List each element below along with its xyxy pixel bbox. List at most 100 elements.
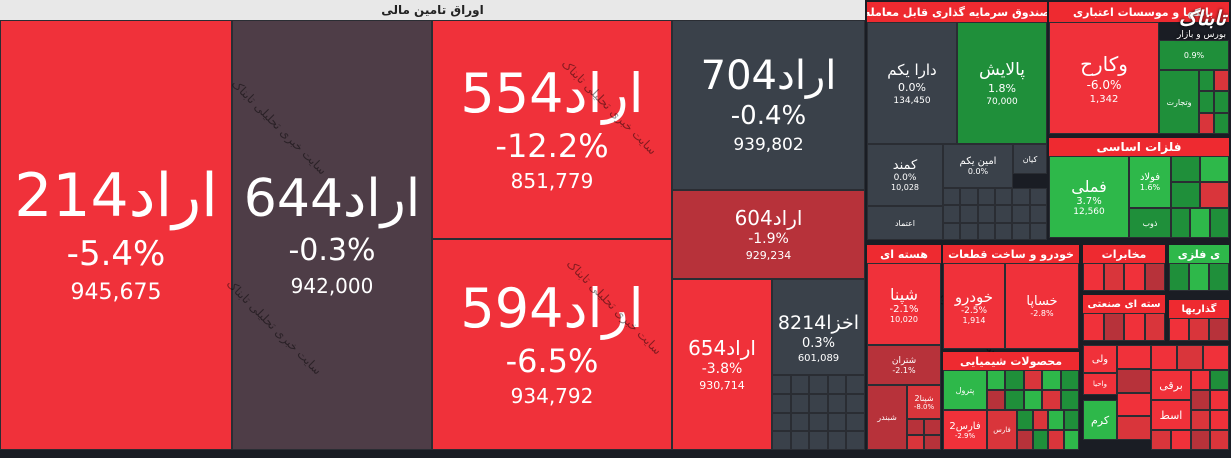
tile-vahya[interactable]: واحیا <box>1083 373 1117 395</box>
sector-header-bank[interactable]: بانکها و موسسات اعتباری <box>1049 2 1229 22</box>
chem-small-tiles <box>987 370 1079 410</box>
tile-arad704[interactable]: اراد704 -0.4% 939,802 <box>672 20 865 190</box>
tile-name: اراد704 <box>700 53 837 99</box>
tile-petrol[interactable]: پترول <box>943 370 987 410</box>
telecom-small-tiles <box>1083 263 1165 291</box>
tile-value: 934,792 <box>510 383 594 408</box>
tile-percent: -6.5% <box>505 341 599 380</box>
tile-fameli[interactable]: فملی 3.7% 12,560 <box>1049 156 1129 238</box>
bottom-small-tiles-4 <box>1151 430 1191 450</box>
tile-fars2[interactable]: فارس2 -2.9% <box>943 410 987 450</box>
tile-value: 851,779 <box>510 168 594 193</box>
tile-vtejarat[interactable]: وتجارت <box>1159 70 1199 134</box>
tile-name: شتران <box>891 355 917 366</box>
tile-percent: -12.2% <box>495 126 609 165</box>
tile-name: اراد554 <box>460 62 644 126</box>
tile-percent: -0.4% <box>730 101 807 131</box>
tile-value: 939,802 <box>733 135 804 155</box>
bottom-small-tiles-2 <box>1151 345 1229 370</box>
tile-name: امین یکم <box>959 156 997 167</box>
tile-percent: 0.0% <box>893 173 917 183</box>
tile-name: شبندر <box>877 413 897 422</box>
tile-kamand[interactable]: کمند 0.0% 10,028 <box>867 144 943 206</box>
tile-name: اخزا8214 <box>777 312 860 334</box>
tile-value: 1,342 <box>1089 93 1119 105</box>
tile-percent: -0.3% <box>288 232 376 268</box>
tile-amin-yekom[interactable]: امین یکم 0.0% <box>943 144 1013 188</box>
tile-value: 601,089 <box>797 352 840 364</box>
tile-bank-small[interactable]: 0.9% <box>1159 40 1229 70</box>
tile-foolad[interactable]: فولاد 1.6% <box>1129 156 1171 208</box>
tile-percent: -2.1% <box>892 365 916 375</box>
site-logo: تابناک بورس و بازار <box>1146 6 1226 52</box>
tile-name: فارس <box>993 426 1011 434</box>
tile-palayesh[interactable]: پالایش 1.8% 70,000 <box>957 22 1047 144</box>
tile-name: وتجارت <box>1166 97 1192 107</box>
sector-header-multi[interactable]: سته ای صنعتی <box>1083 295 1165 313</box>
tile-asat[interactable]: اسط <box>1151 400 1191 430</box>
tile-percent: 1.6% <box>1139 183 1161 192</box>
tile-vali[interactable]: ولی <box>1083 345 1117 373</box>
tile-name: فملی <box>1071 177 1107 196</box>
tile-percent: 1.8% <box>988 81 1016 95</box>
chem-small-tiles-2 <box>1017 410 1079 450</box>
metal-small-tiles-2 <box>1171 208 1229 238</box>
tile-name: اراد644 <box>243 169 421 230</box>
sector-header-chem[interactable]: محصولات شیمیایی <box>943 352 1079 370</box>
tile-arad644[interactable]: اراد644 -0.3% 942,000 <box>232 20 432 450</box>
sector-header-invest[interactable]: گذاریها <box>1169 300 1229 318</box>
tile-shetran[interactable]: شتران -2.1% <box>867 345 941 385</box>
tile-name: اسط <box>1159 408 1183 422</box>
tile-percent: 0.9% <box>1183 50 1205 60</box>
tile-shbandar[interactable]: شبندر <box>867 385 907 450</box>
tile-name: شپنا2 <box>914 393 934 403</box>
tile-shepna[interactable]: شپنا -2.1% 10,020 <box>867 263 941 345</box>
sector-header-auto[interactable]: خودرو و ساخت قطعات <box>943 245 1079 263</box>
tile-name: کیان <box>1022 154 1038 164</box>
tile-percent: -6.0% <box>1086 77 1122 92</box>
tile-value: 12,560 <box>1073 207 1105 217</box>
tile-akhza8214[interactable]: اخزا8214 0.3% 601,089 <box>772 279 865 375</box>
tile-name: اعتماد <box>894 218 916 228</box>
multi-small-tiles <box>1083 313 1165 341</box>
sector-header-telecom[interactable]: مخابرات <box>1083 245 1165 263</box>
tile-arad594[interactable]: اراد594 -6.5% 934,792 <box>432 239 672 450</box>
nuclear-small-tiles <box>907 419 941 450</box>
sector-header-nuclear[interactable]: هسته ای <box>867 245 941 263</box>
tile-value: 134,450 <box>893 95 931 106</box>
tile-etemad[interactable]: اعتماد <box>867 206 943 240</box>
tile-name: اراد604 <box>734 205 803 230</box>
tile-karam[interactable]: کرم <box>1083 400 1117 440</box>
tile-fars[interactable]: فارس <box>987 410 1017 450</box>
tile-arad604[interactable]: اراد604 -1.9% 929,234 <box>672 190 865 279</box>
tile-name: فولاد <box>1139 172 1161 183</box>
tile-value: 945,675 <box>70 280 162 305</box>
tile-percent: -5.4% <box>66 234 166 274</box>
sector-header-main[interactable]: اوراق تامین مالی <box>0 0 865 20</box>
tile-percent: -2.9% <box>954 431 976 440</box>
tile-shepna2[interactable]: شپنا2 -8.0% <box>907 385 941 419</box>
tile-percent: -2.5% <box>960 305 988 316</box>
tile-arad554[interactable]: اراد554 -12.2% 851,779 <box>432 20 672 239</box>
tile-zob[interactable]: ذوب <box>1129 208 1171 238</box>
tile-value: 70,000 <box>986 96 1018 107</box>
tile-khodro[interactable]: خودرو -2.5% 1,914 <box>943 263 1005 349</box>
small-tiles-mosaic <box>772 375 865 450</box>
tile-dara-yekom[interactable]: دارا یکم 0.0% 134,450 <box>867 22 957 144</box>
tile-name: اراد654 <box>688 335 756 360</box>
tile-arad214[interactable]: اراد214 -5.4% 945,675 <box>0 20 232 450</box>
tile-value: 1,914 <box>962 315 986 325</box>
tile-vkarafarin[interactable]: وکارح -6.0% 1,342 <box>1049 22 1159 134</box>
bank-small-tiles <box>1199 70 1229 134</box>
bottom-small-tiles-1 <box>1117 345 1151 440</box>
tile-name: خودرو <box>954 287 994 306</box>
tile-khesapa[interactable]: خساپا -2.8% <box>1005 263 1079 349</box>
sector-header-metal[interactable]: فلزات اساسی <box>1049 138 1229 156</box>
tile-percent: -2.8% <box>1030 309 1054 318</box>
tile-arad654[interactable]: اراد654 -3.8% 930,714 <box>672 279 772 450</box>
tile-barghi[interactable]: برقی <box>1151 370 1191 400</box>
sector-header-mine[interactable]: ی فلزی <box>1169 245 1229 263</box>
tile-kian[interactable]: کیان <box>1013 144 1047 174</box>
sector-header-fund[interactable]: صندوق سرمایه گذاری قابل معامله <box>867 2 1047 22</box>
tile-percent: -3.8% <box>701 360 743 377</box>
